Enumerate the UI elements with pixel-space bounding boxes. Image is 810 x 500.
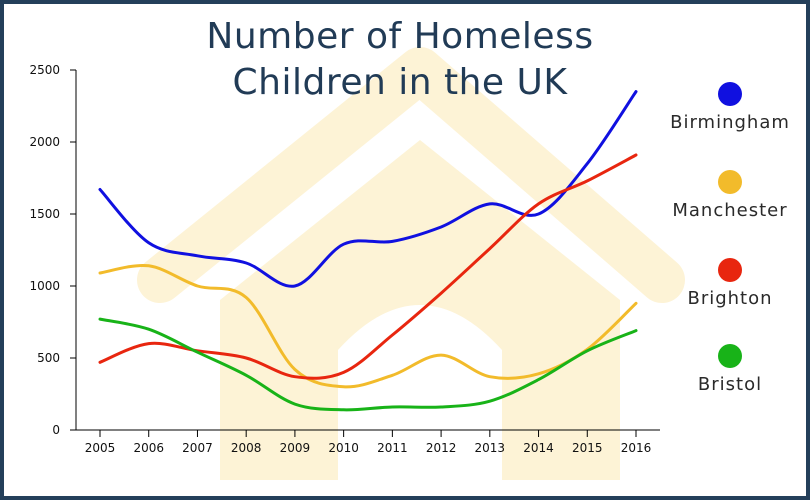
series-line-birmingham: [98, 90, 638, 288]
x-tick-label: 2011: [377, 441, 408, 455]
chart-title-line-2: Children in the UK: [232, 62, 568, 103]
y-tick-label: 2500: [29, 63, 60, 77]
chart-title: Number of Homeless Children in the UK: [90, 14, 710, 106]
x-tick-label: 2005: [85, 441, 116, 455]
legend-item-bristol: Bristol: [655, 344, 805, 395]
x-tick-label: 2008: [231, 441, 262, 455]
legend-label: Bristol: [697, 374, 763, 395]
y-tick-label: 500: [37, 351, 60, 365]
legend-color-dot: [718, 82, 742, 106]
legend-item-manchester: Manchester: [655, 170, 805, 221]
x-tick-label: 2016: [621, 441, 652, 455]
x-tick-label: 2013: [475, 441, 506, 455]
chart-series: [98, 90, 638, 412]
house-watermark: [137, 47, 685, 480]
x-tick-label: 2007: [182, 441, 213, 455]
chart-title-line-1: Number of Homeless: [206, 16, 594, 57]
legend-color-dot: [718, 344, 742, 368]
y-tick-label: 1000: [29, 279, 60, 293]
legend-item-brighton: Brighton: [655, 258, 805, 309]
x-tick-label: 2012: [426, 441, 457, 455]
x-tick-label: 2014: [523, 441, 554, 455]
y-tick-label: 2000: [29, 135, 60, 149]
y-tick-label: 1500: [29, 207, 60, 221]
series-line-bristol: [98, 317, 638, 412]
y-tick-label: 0: [52, 423, 60, 437]
x-tick-label: 2010: [328, 441, 359, 455]
legend-label: Brighton: [687, 288, 773, 309]
x-axis-ticks: 2005 2006 2007 2008 2009 2010 2011 2012 2013 2014…: [85, 430, 652, 455]
legend-color-dot: [718, 170, 742, 194]
legend-label: Birmingham: [670, 112, 790, 133]
x-tick-label: 2006: [133, 441, 164, 455]
legend-color-dot: [718, 258, 742, 282]
legend-item-birmingham: Birmingham: [655, 82, 805, 133]
series-line-manchester: [98, 263, 638, 389]
watermark-body: [220, 140, 620, 480]
chart-axes: [75, 70, 660, 431]
x-tick-label: 2015: [572, 441, 603, 455]
watermark-roof: [137, 47, 685, 303]
legend-label: Manchester: [672, 200, 788, 221]
x-tick-label: 2009: [280, 441, 311, 455]
y-axis-ticks: 0 500 1000 1500 2000 2500: [29, 63, 76, 437]
